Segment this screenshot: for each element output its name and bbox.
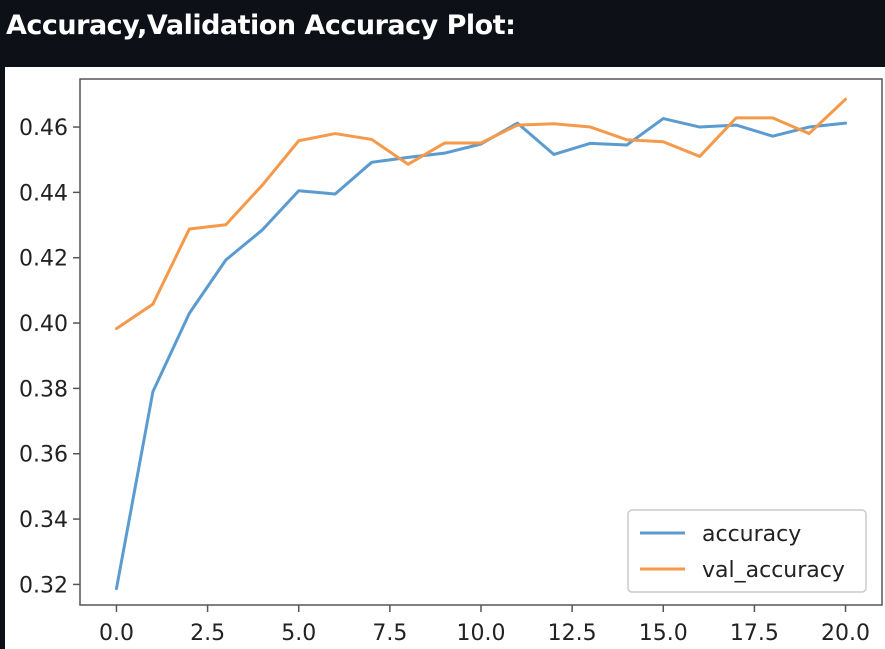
x-tick-label: 7.5 xyxy=(372,621,407,646)
plot-panel: 0.0 2.5 5.0 7.5 10.0 12.5 15.0 17.5 20.0 0.32 0.34… xyxy=(0,67,885,649)
y-tick-label: 0.38 xyxy=(19,377,68,402)
legend: accuracy val_accuracy xyxy=(627,509,867,593)
legend-label-accuracy: accuracy xyxy=(702,522,801,547)
series-line-val-accuracy xyxy=(114,97,848,331)
y-tick-label: 0.40 xyxy=(19,312,68,337)
x-tick-label: 12.5 xyxy=(548,621,597,646)
x-tick-label: 2.5 xyxy=(190,621,225,646)
y-tick-label: 0.32 xyxy=(19,573,68,598)
series-lines xyxy=(114,97,848,591)
panel-left-edge xyxy=(0,67,5,649)
axis-ticks: 0.0 2.5 5.0 7.5 10.0 12.5 15.0 17.5 20.0 0.32 0.34… xyxy=(19,116,870,646)
legend-label-val-accuracy: val_accuracy xyxy=(702,558,845,583)
x-tick-label: 10.0 xyxy=(457,621,506,646)
x-tick-label: 17.5 xyxy=(730,621,779,646)
header-bar: Accuracy,Validation Accuracy Plot: xyxy=(0,0,885,62)
x-tick-label: 15.0 xyxy=(639,621,688,646)
accuracy-chart: 0.0 2.5 5.0 7.5 10.0 12.5 15.0 17.5 20.0 0.32 0.34… xyxy=(19,78,883,646)
x-tick-label: 0.0 xyxy=(99,621,134,646)
y-tick-label: 0.36 xyxy=(19,443,68,468)
x-tick-label: 5.0 xyxy=(281,621,316,646)
y-tick-label: 0.46 xyxy=(19,116,68,141)
y-tick-label: 0.44 xyxy=(19,181,68,206)
y-tick-label: 0.34 xyxy=(19,508,68,533)
y-tick-label: 0.42 xyxy=(19,247,68,272)
x-tick-label: 20.0 xyxy=(821,621,870,646)
page-title: Accuracy,Validation Accuracy Plot: xyxy=(6,10,516,41)
legend-box xyxy=(627,509,867,593)
